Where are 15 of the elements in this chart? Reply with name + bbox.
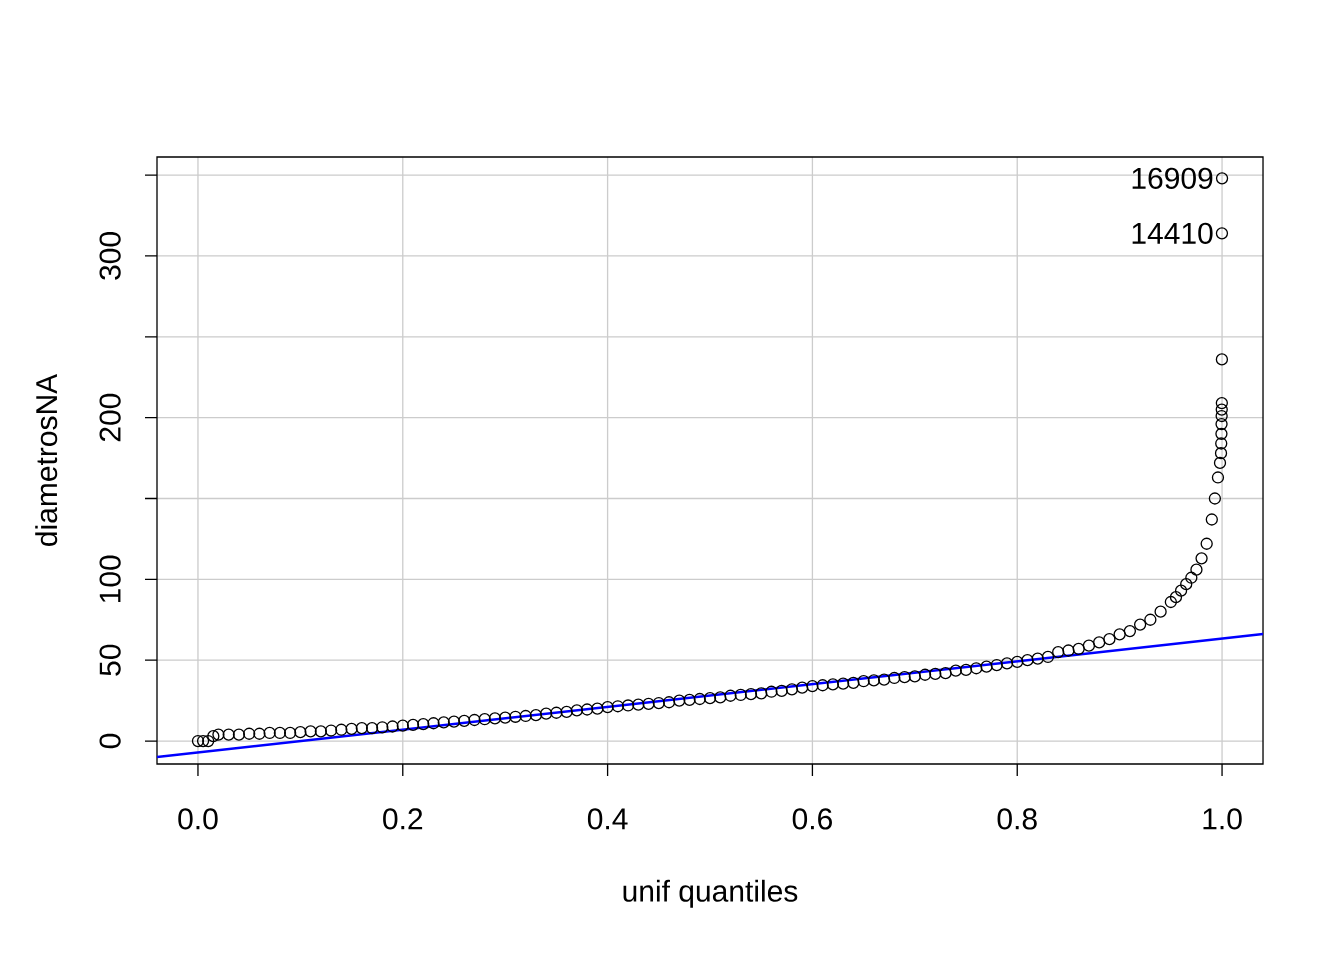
x-tick-label: 1.0 — [1203, 808, 1242, 830]
x-tick-label: 0.2 — [383, 808, 423, 830]
x-tick-label: 0.4 — [587, 808, 628, 830]
y-tick-label: 50 — [99, 644, 121, 676]
y-tick-label: 100 — [99, 555, 121, 603]
x-axis-title: unif quantiles — [623, 879, 798, 908]
y-axis-title: diametrosNA — [35, 373, 58, 546]
y-tick-label: 300 — [99, 232, 121, 280]
annotation: 14410 — [1132, 222, 1213, 244]
y-tick-label: 0 — [99, 733, 121, 749]
annotation: 16909 — [1132, 167, 1213, 189]
x-tick-label: 0.8 — [997, 808, 1037, 830]
y-tick-label: 200 — [99, 393, 121, 442]
x-tick-label: 0.0 — [178, 808, 218, 830]
x-tick-label: 0.6 — [792, 808, 832, 830]
